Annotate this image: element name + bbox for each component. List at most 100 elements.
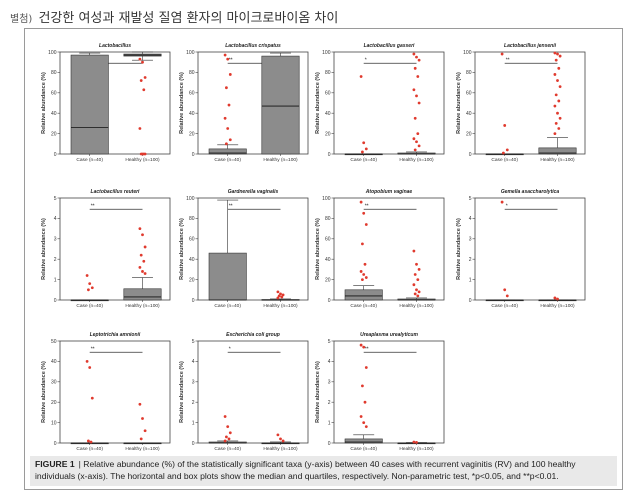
outlier-point [553,51,557,55]
y-tick-label: 5 [54,196,57,202]
y-axis-label: Relative abundance (%) [315,361,321,423]
box [208,148,247,155]
box [261,55,300,155]
chart-panel: Lactobacillus reuteri 0 1 2 3 4 5 Relative abun… [41,189,171,309]
figure-caption-text: | Relative abundance (%) of the statisti… [35,459,576,481]
page-title-prefix: 별첨) [10,14,33,25]
y-axis-label: Relative abundance (%) [179,72,185,134]
y-axis-label: Relative abundance (%) [41,218,47,280]
outlier-point [412,52,416,56]
plot-area [333,340,445,444]
outlier-point [364,147,368,151]
outlier-point [557,127,561,130]
outlier-point [89,440,93,444]
outlier-point [362,211,366,215]
y-tick-label: 0 [328,152,331,158]
outlier-point [415,440,418,444]
y-tick-label: 2 [54,257,57,263]
y-tick-label: 0 [192,441,195,447]
y-axis-label: Relative abundance (%) [41,72,47,134]
y-tick-label: 100 [322,50,331,56]
outlier-point [359,200,363,204]
outlier-point [502,151,505,155]
y-tick-label: 0 [469,298,472,304]
outlier-point [557,99,561,103]
outlier-point [227,103,231,107]
outlier-point [223,415,227,418]
y-tick-label: 60 [51,91,57,97]
y-tick-label: 40 [325,111,331,117]
outlier-point [276,433,280,437]
x-tick-label: Healthy (n=100) [125,157,160,163]
chart-panel: Gardnerella vaginalis 0 20 40 60 80 100 Relativ… [179,189,309,309]
outlier-point [412,249,416,253]
y-axis-label: Relative abundance (%) [315,72,321,134]
outlier-point [281,439,285,443]
significance-label: ** [365,347,369,353]
outlier-point [554,93,558,97]
outlier-point [413,116,417,120]
outlier-point [361,150,364,154]
outlier-point [361,384,364,388]
outlier-point [141,417,144,420]
y-tick-label: 30 [51,380,57,386]
outlier-point [143,272,147,275]
y-tick-label: 80 [466,70,472,76]
outlier-point [359,343,363,347]
x-tick-label: Healthy (n=100) [263,446,298,452]
outlier-point [417,268,421,271]
y-tick-label: 60 [325,237,331,243]
outlier-point [359,415,363,418]
x-tick-label: Case (n=40) [491,157,518,163]
y-tick-label: 80 [189,70,195,76]
outlier-point [417,144,421,148]
outlier-point [223,53,227,57]
outlier-point [225,86,228,90]
outlier-point [85,274,89,277]
outlier-point [228,73,232,76]
y-tick-label: 5 [192,339,195,345]
y-tick-label: 80 [51,70,57,76]
plot-area [474,51,586,155]
significance-label: * [506,204,508,210]
y-tick-label: 0 [328,298,331,304]
y-tick-label: 1 [54,277,57,283]
outlier-point [363,400,367,404]
outlier-point [500,200,504,204]
outlier-point [364,223,368,226]
outlier-point [364,366,368,369]
figure-label: FIGURE 1 [35,459,75,469]
outlier-point [228,138,232,142]
outlier-point [558,85,562,89]
outlier-point [416,294,420,298]
outlier-point [139,437,143,441]
outlier-point [138,402,142,406]
significance-label: ** [91,204,95,210]
box [208,252,247,301]
y-tick-label: 40 [51,359,57,365]
outlier-point [226,425,230,429]
outlier-point [412,283,416,287]
plot-area [197,197,309,301]
outlier-point [554,122,558,125]
outlier-point [500,52,504,56]
outlier-point [226,127,230,130]
outlier-point [138,265,142,269]
y-tick-label: 3 [192,380,195,386]
y-axis-label: Relative abundance (%) [41,361,47,423]
y-tick-label: 10 [51,420,57,426]
y-tick-label: 20 [466,131,472,137]
x-tick-label: Healthy (n=100) [125,446,160,452]
significance-label: ** [365,204,369,210]
y-tick-label: 20 [189,277,195,283]
outlier-point [87,288,90,292]
outlier-point [279,292,282,296]
y-tick-label: 60 [466,91,472,97]
y-tick-label: 0 [54,298,57,304]
figure-frame [24,28,623,490]
y-tick-label: 4 [192,359,195,365]
y-tick-label: 100 [322,196,331,202]
x-tick-label: Case (n=40) [350,157,377,163]
outlier-point [90,286,94,290]
outlier-point [138,227,142,231]
